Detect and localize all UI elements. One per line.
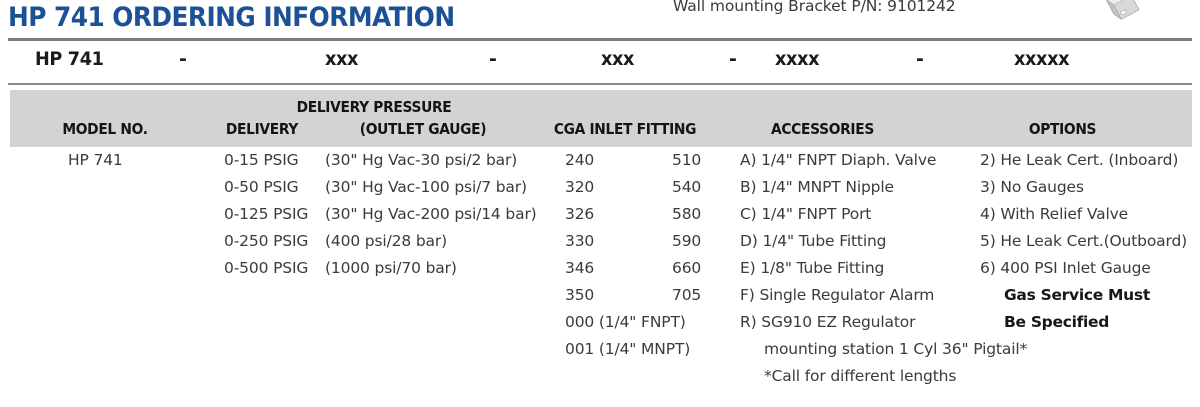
cell-outlet-gauge: (30" Hg Vac-100 psi/7 bar) — [325, 178, 527, 196]
cell-cga-code: 580 — [672, 205, 702, 223]
cell-accessory: F) Single Regulator Alarm — [740, 286, 935, 304]
code-segment-model: HP 741 — [35, 48, 104, 70]
header-delivery-pressure: DELIVERY PRESSURE — [296, 98, 452, 116]
code-segment-cga: xxx — [601, 48, 635, 70]
cell-cga-code: 326 — [565, 205, 595, 223]
header-options: OPTIONS — [1028, 120, 1097, 138]
header-outlet-gauge: (OUTLET GAUGE) — [359, 120, 487, 138]
cell-cga-code: 705 — [672, 286, 702, 304]
cell-outlet-gauge: (1000 psi/70 bar) — [325, 259, 457, 277]
cell-cga-code: 320 — [565, 178, 595, 196]
cell-accessory: C) 1/4" FNPT Port — [740, 205, 872, 223]
code-segment-accessories: xxxx — [775, 48, 820, 70]
cell-cga-code: 590 — [672, 232, 702, 250]
cell-option: 5) He Leak Cert.(Outboard) — [980, 232, 1188, 250]
table-body: HP 741 0-15 PSIG 0-50 PSIG 0-125 PSIG 0-… — [0, 147, 1200, 407]
cell-cga-code-wide: 001 (1/4" MNPT) — [565, 340, 691, 358]
code-separator-3: - — [729, 48, 737, 70]
code-separator-2: - — [489, 48, 497, 70]
cell-cga-code: 540 — [672, 178, 702, 196]
cell-outlet-gauge: (30" Hg Vac-30 psi/2 bar) — [325, 151, 518, 169]
cell-delivery: 0-125 PSIG — [224, 205, 309, 223]
cell-outlet-gauge: (400 psi/28 bar) — [325, 232, 448, 250]
cell-cga-code: 660 — [672, 259, 702, 277]
cell-accessory-footnote: *Call for different lengths — [764, 367, 957, 385]
code-separator-1: - — [179, 48, 187, 70]
header-model-no: MODEL NO. — [62, 120, 148, 138]
column-outlet-gauge: (30" Hg Vac-30 psi/2 bar) (30" Hg Vac-10… — [325, 147, 537, 282]
column-cga-right: 510 540 580 590 660 705 — [672, 147, 701, 309]
cell-cga-code: 330 — [565, 232, 595, 250]
cell-accessory: R) SG910 EZ Regulator — [740, 313, 916, 331]
cell-options-note-line-1: Gas Service Must — [1004, 286, 1150, 304]
header-accessories: ACCESSORIES — [771, 120, 874, 138]
column-model-no: HP 741 — [68, 147, 123, 174]
cell-model-no: HP 741 — [68, 151, 123, 169]
column-accessories: A) 1/4" FNPT Diaph. Valve B) 1/4" MNPT N… — [740, 147, 1027, 390]
column-delivery: 0-15 PSIG 0-50 PSIG 0-125 PSIG 0-250 PSI… — [224, 147, 308, 282]
cell-outlet-gauge: (30" Hg Vac-200 psi/14 bar) — [325, 205, 537, 223]
code-segment-options: xxxxx — [1014, 48, 1070, 70]
cell-cga-code: 346 — [565, 259, 595, 277]
model-code-pattern-row: HP 741 - xxx - xxx - xxxx - xxxxx — [0, 48, 1200, 78]
code-segment-delivery: xxx — [325, 48, 359, 70]
cell-accessory: D) 1/4" Tube Fitting — [740, 232, 887, 250]
cell-option: 6) 400 PSI Inlet Gauge — [980, 259, 1151, 277]
wall-bracket-note: Wall mounting Bracket P/N: 9101242 — [673, 0, 956, 15]
header-delivery: DELIVERY — [225, 120, 299, 138]
cell-accessory: E) 1/8" Tube Fitting — [740, 259, 885, 277]
divider-top — [8, 38, 1192, 41]
cell-delivery: 0-500 PSIG — [224, 259, 309, 277]
header-cga-inlet-fitting: CGA INLET FITTING — [553, 120, 697, 138]
divider-bottom — [8, 83, 1192, 85]
cell-options-note-line-2: Be Specified — [1004, 313, 1110, 331]
page-title: HP 741 ORDERING INFORMATION — [8, 2, 455, 33]
column-cga-left: 240 320 326 330 346 350 000 (1/4" FNPT) … — [565, 147, 690, 363]
cell-option: 3) No Gauges — [980, 178, 1084, 196]
cell-delivery: 0-50 PSIG — [224, 178, 299, 196]
cell-cga-code: 510 — [672, 151, 702, 169]
column-options: 2) He Leak Cert. (Inboard) 3) No Gauges … — [980, 147, 1187, 336]
cell-option: 2) He Leak Cert. (Inboard) — [980, 151, 1179, 169]
cell-cga-code: 350 — [565, 286, 595, 304]
cell-cga-code: 240 — [565, 151, 595, 169]
cell-delivery: 0-250 PSIG — [224, 232, 309, 250]
cell-delivery: 0-15 PSIG — [224, 151, 299, 169]
wall-bracket-image — [1102, 0, 1148, 28]
code-separator-4: - — [916, 48, 924, 70]
cell-cga-code-wide: 000 (1/4" FNPT) — [565, 313, 686, 331]
cell-accessory-continuation: mounting station 1 Cyl 36" Pigtail* — [764, 340, 1028, 358]
cell-accessory: A) 1/4" FNPT Diaph. Valve — [740, 151, 937, 169]
cell-accessory: B) 1/4" MNPT Nipple — [740, 178, 894, 196]
cell-option: 4) With Relief Valve — [980, 205, 1129, 223]
table-header-band: DELIVERY PRESSURE MODEL NO. DELIVERY (OU… — [10, 90, 1192, 147]
